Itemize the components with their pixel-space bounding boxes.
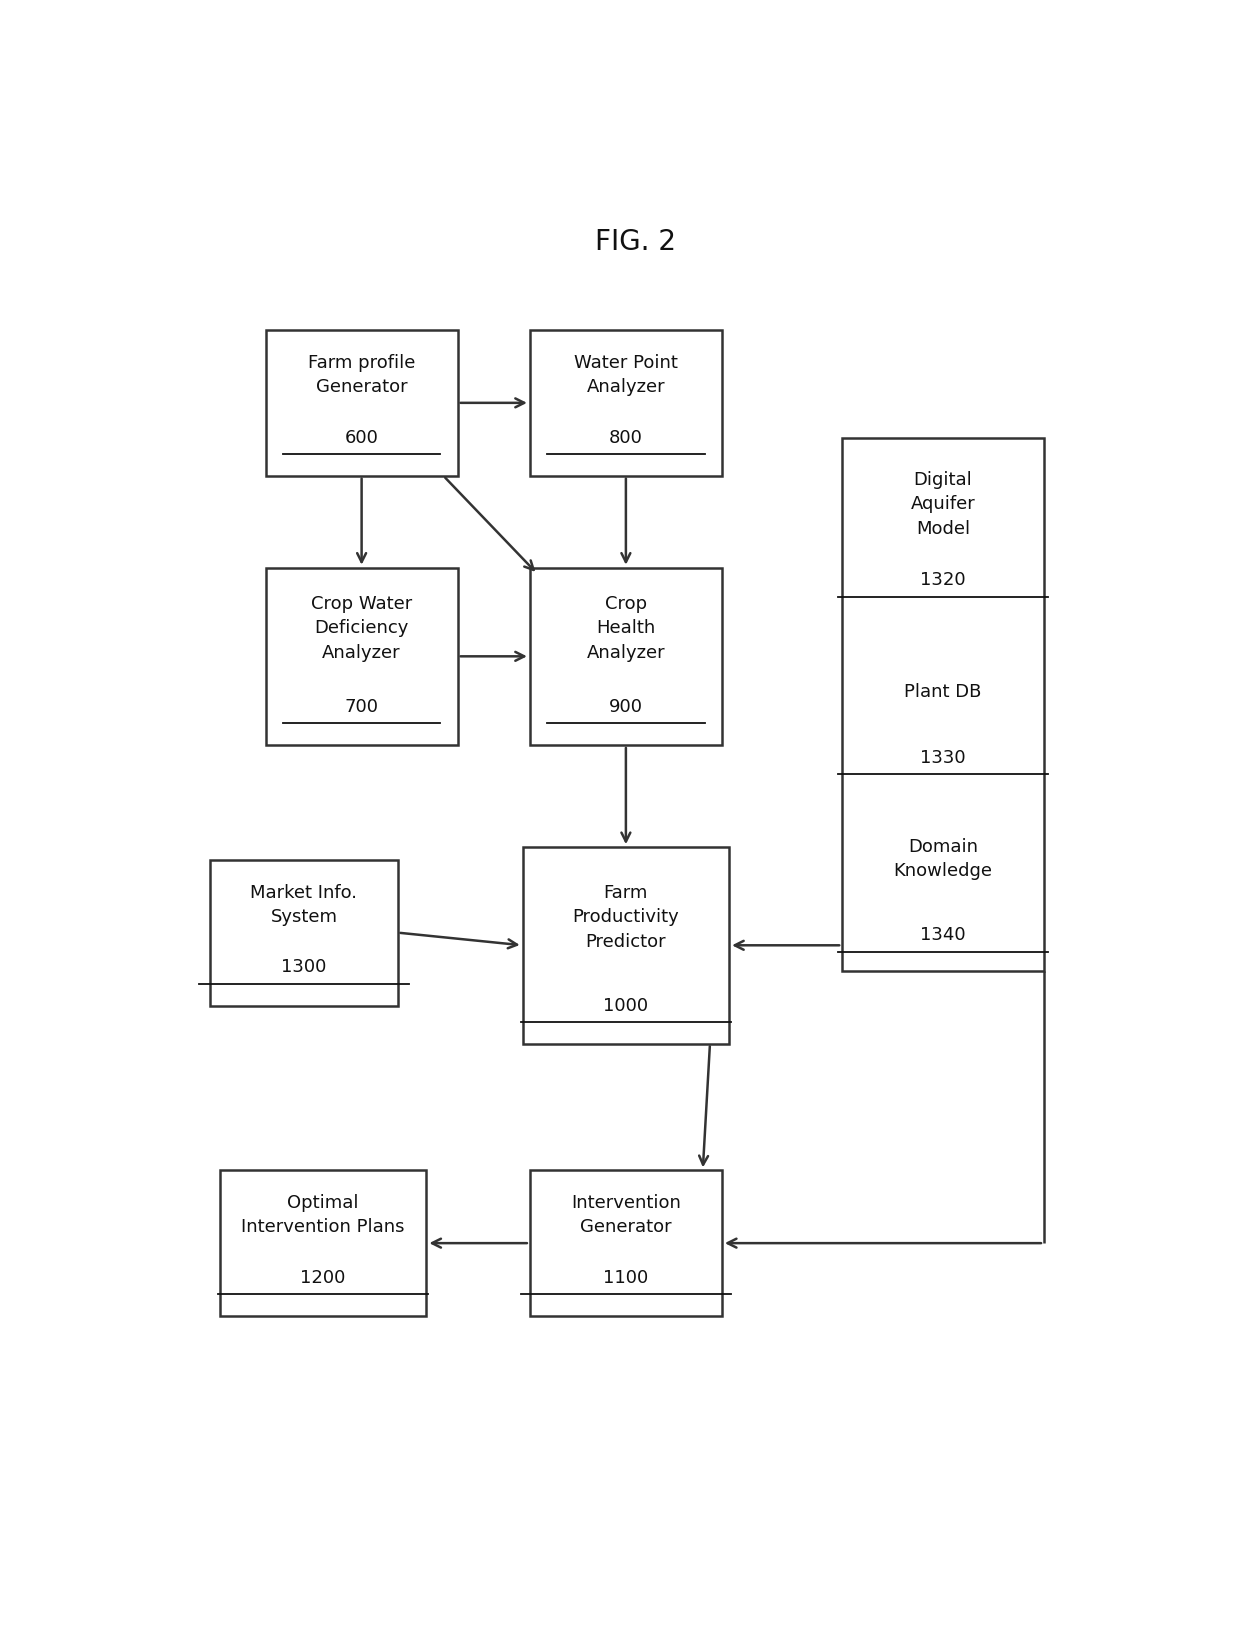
Text: 1320: 1320 (920, 571, 966, 589)
Text: Digital
Aquifer
Model: Digital Aquifer Model (910, 471, 976, 538)
Text: 1340: 1340 (920, 927, 966, 945)
Text: 800: 800 (609, 428, 642, 446)
FancyBboxPatch shape (211, 859, 398, 1006)
Text: Water Point
Analyzer: Water Point Analyzer (574, 354, 678, 397)
FancyBboxPatch shape (522, 848, 729, 1044)
Text: FIG. 2: FIG. 2 (595, 227, 676, 255)
FancyBboxPatch shape (265, 329, 458, 476)
FancyBboxPatch shape (529, 568, 722, 746)
FancyBboxPatch shape (219, 1170, 427, 1317)
Text: 1300: 1300 (281, 958, 326, 976)
Text: Optimal
Intervention Plans: Optimal Intervention Plans (242, 1193, 405, 1236)
Text: Market Info.
System: Market Info. System (250, 884, 357, 927)
FancyBboxPatch shape (265, 568, 458, 746)
Text: 1000: 1000 (604, 996, 649, 1014)
Text: 1330: 1330 (920, 749, 966, 767)
Text: 1200: 1200 (300, 1269, 346, 1287)
Text: Plant DB: Plant DB (904, 683, 982, 701)
Text: Farm profile
Generator: Farm profile Generator (308, 354, 415, 397)
FancyBboxPatch shape (842, 438, 1044, 971)
Text: 600: 600 (345, 428, 378, 446)
Text: Crop Water
Deficiency
Analyzer: Crop Water Deficiency Analyzer (311, 596, 412, 662)
Text: 1100: 1100 (604, 1269, 649, 1287)
Text: Intervention
Generator: Intervention Generator (570, 1193, 681, 1236)
Text: 900: 900 (609, 698, 642, 716)
Text: 700: 700 (345, 698, 378, 716)
FancyBboxPatch shape (529, 329, 722, 476)
Text: Crop
Health
Analyzer: Crop Health Analyzer (587, 596, 665, 662)
FancyBboxPatch shape (529, 1170, 722, 1317)
Text: Farm
Productivity
Predictor: Farm Productivity Predictor (573, 884, 680, 951)
Text: Domain
Knowledge: Domain Knowledge (894, 838, 992, 881)
